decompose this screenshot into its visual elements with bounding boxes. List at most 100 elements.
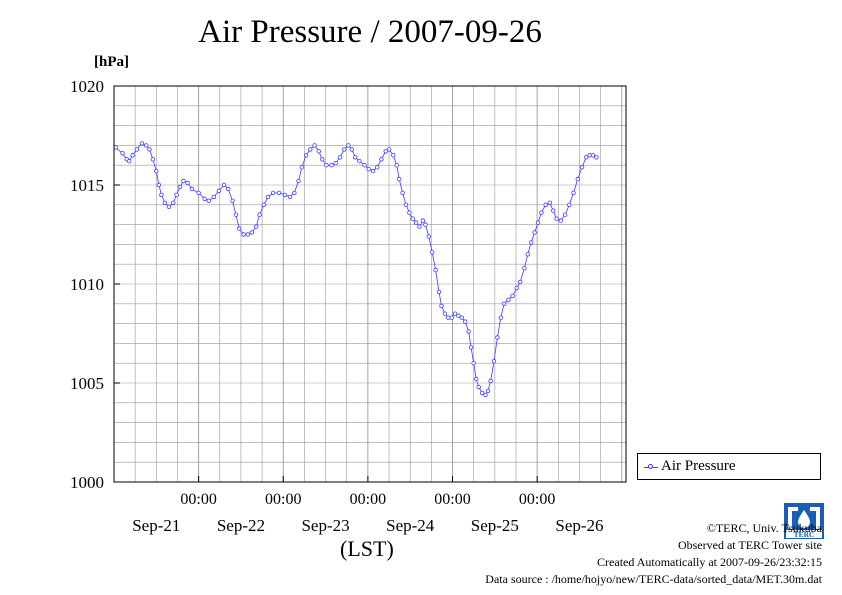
data-point (276, 190, 282, 196)
data-point (525, 252, 530, 257)
y-tick-label: 1015 (70, 176, 104, 195)
data-point (400, 190, 405, 196)
data-point (181, 178, 186, 184)
data-point (383, 149, 388, 154)
data-point (535, 220, 541, 225)
y-axis-ticks: 1000 1005 1010 1015 1020 (70, 77, 120, 492)
observed-text: Observed at TERC Tower site (677, 538, 822, 552)
data-point (162, 200, 167, 205)
data-point (303, 153, 309, 158)
data-point (551, 208, 556, 213)
data-point (375, 164, 380, 170)
data-point (436, 289, 442, 295)
data-point (423, 222, 428, 227)
x-date-label: Sep-22 (217, 516, 265, 535)
y-tick-label: 1000 (70, 473, 104, 492)
data-point (177, 184, 183, 190)
data-point (174, 192, 179, 198)
data-point (270, 190, 276, 196)
legend-marker-swatch (648, 464, 653, 469)
data-point (230, 198, 235, 203)
data-point (143, 143, 149, 148)
legend-label: Air Pressure (661, 458, 736, 474)
data-point (147, 147, 152, 152)
x-time-tick-label: 00:00 (434, 491, 470, 508)
logo-text: TERC (794, 530, 815, 539)
x-time-tick-label: 00:00 (180, 491, 216, 508)
data-point (257, 212, 262, 217)
data-point (403, 202, 409, 207)
data-point (202, 196, 207, 202)
data-point (579, 164, 585, 170)
y-tick-label: 1010 (70, 275, 104, 294)
data-point (466, 329, 471, 334)
data-point (292, 190, 297, 196)
y-axis-unit-label: [hPa] (94, 54, 129, 70)
data-point (410, 216, 415, 221)
data-point (342, 147, 347, 152)
data-point (312, 143, 317, 148)
data-point (575, 176, 580, 182)
data-point (495, 335, 500, 340)
data-point (456, 313, 461, 318)
data-point (439, 303, 444, 308)
data-point (254, 224, 259, 229)
data-point (379, 157, 384, 162)
data-point (485, 388, 491, 394)
data-point (571, 190, 576, 196)
data-point (518, 279, 523, 285)
data-point (349, 147, 354, 152)
data-point (189, 186, 195, 192)
data-point (491, 359, 497, 364)
data-point (532, 230, 537, 235)
data-point (459, 315, 464, 320)
data-point (590, 153, 596, 158)
x-time-tick-label: 00:00 (519, 491, 555, 508)
data-point (567, 202, 572, 207)
data-point (211, 194, 217, 200)
data-point (407, 210, 412, 215)
y-tick-label: 1020 (70, 77, 104, 96)
x-axis-label: (LST) (340, 536, 394, 561)
data-point (506, 297, 511, 302)
data-point (483, 392, 488, 398)
data-point (225, 186, 231, 192)
data-point (245, 232, 250, 237)
x-date-label: Sep-25 (471, 516, 519, 535)
data-point (474, 376, 479, 382)
data-point (206, 198, 211, 203)
data-point (413, 220, 419, 225)
data-point (584, 155, 589, 160)
data-point (463, 319, 468, 324)
chart-title: Air Pressure / 2007-09-26 (198, 14, 542, 50)
data-point (308, 147, 313, 152)
data-point (529, 240, 534, 245)
data-point (316, 149, 321, 154)
data-point (185, 180, 190, 186)
data-point (394, 162, 399, 168)
x-date-label: Sep-26 (555, 516, 603, 535)
plot-frame (113, 85, 627, 483)
data-point (134, 147, 139, 152)
data-point (120, 151, 125, 156)
data-point (420, 218, 426, 223)
data-point (333, 160, 338, 166)
data-point (442, 311, 448, 316)
data-point (397, 176, 402, 182)
data-point (514, 285, 519, 291)
data-point (366, 166, 371, 172)
data-point (216, 188, 222, 194)
x-date-label: Sep-24 (386, 516, 435, 535)
data-point (233, 212, 239, 217)
data-point (510, 293, 515, 299)
data-point (362, 162, 367, 168)
created-text: Created Automatically at 2007-09-26/23:3… (597, 555, 822, 569)
data-point (287, 194, 293, 200)
data-point (154, 168, 159, 174)
data-source-text: Data source : /home/hojyo/new/TERC-data/… (485, 572, 822, 586)
x-time-tick-label: 00:00 (350, 491, 386, 508)
data-point (430, 250, 435, 255)
data-point (433, 267, 438, 273)
data-point (130, 153, 135, 158)
